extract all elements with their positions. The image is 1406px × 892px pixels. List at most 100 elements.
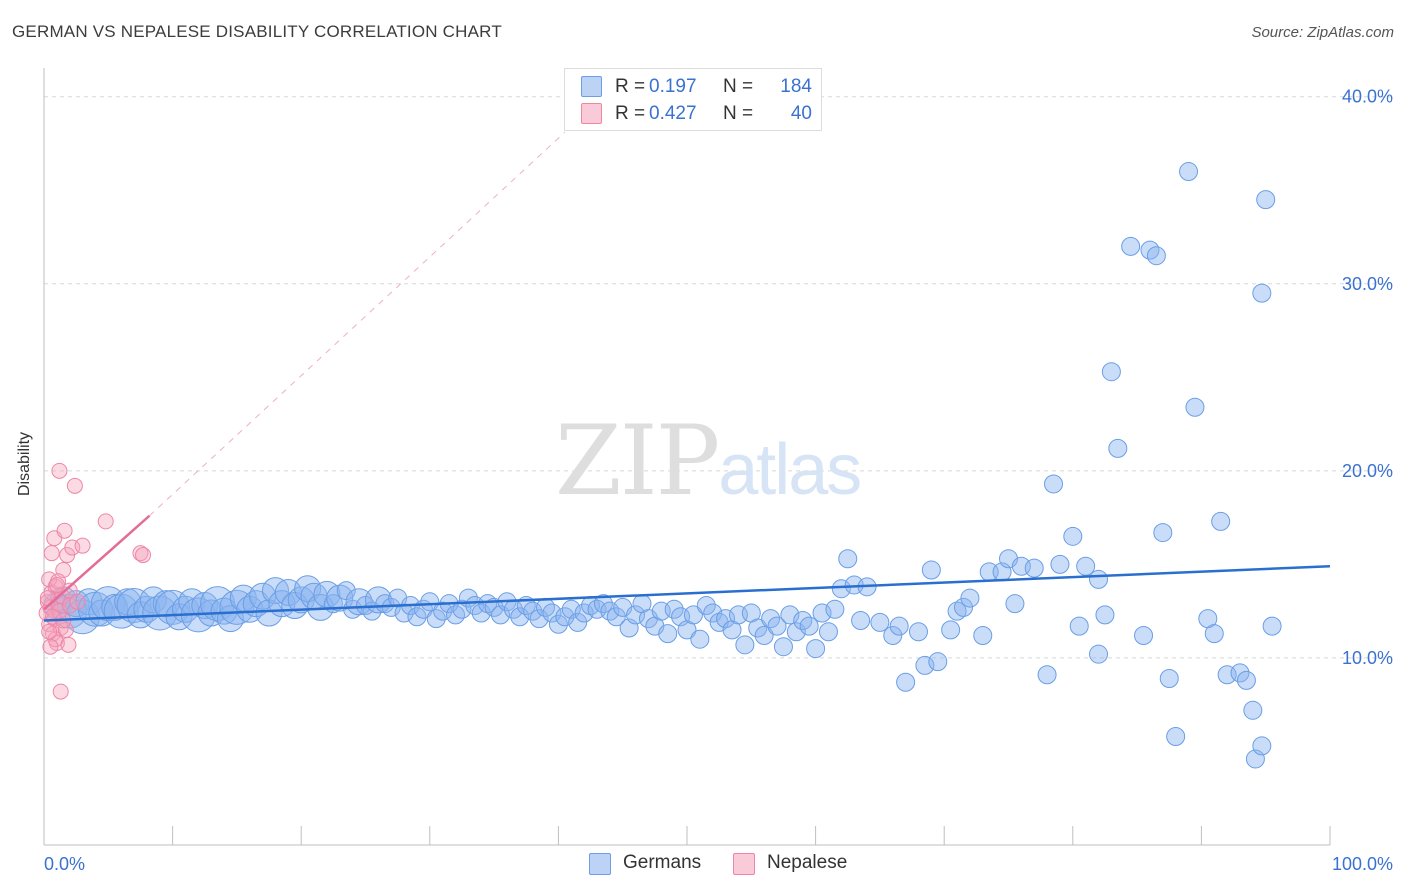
nepalese-point (48, 576, 65, 593)
germans-point (1252, 283, 1272, 303)
germans-point (101, 593, 129, 621)
correlation-legend: R = 0.197 N = 184 R = 0.427 N = 40 (564, 68, 822, 131)
germans-point (548, 614, 568, 634)
germans-point (883, 625, 903, 645)
germans-point (1211, 511, 1231, 531)
germans-point (407, 607, 427, 627)
n-value: 184 (780, 76, 812, 97)
r-value: 0.427 (649, 103, 697, 124)
germans-point (542, 603, 562, 623)
germans-point (574, 603, 594, 623)
germans-point (375, 594, 395, 614)
trend-lines (43, 131, 1331, 622)
germans-point (568, 612, 588, 632)
germans-point (947, 601, 967, 621)
nepalese-point (56, 522, 73, 539)
germans-point (889, 616, 909, 636)
germans-point (1185, 397, 1205, 417)
germans-point (1063, 526, 1083, 546)
germans-point (696, 596, 716, 616)
nepalese-point (135, 547, 152, 564)
germans-point (748, 618, 768, 638)
germans-point (806, 639, 826, 659)
germans-point (1204, 624, 1224, 644)
germans-point (786, 622, 806, 642)
germans-point (426, 609, 446, 629)
germans-point (761, 609, 781, 629)
germans-point (896, 672, 916, 692)
germans-point (606, 607, 626, 627)
germans-point (1089, 644, 1109, 664)
nepalese-point (52, 683, 69, 700)
germans-point (1101, 362, 1121, 382)
germans-point (1076, 556, 1096, 576)
y-tick-label-1: 20.0% (1342, 461, 1393, 481)
germans-point (1236, 670, 1256, 690)
germans-point (1044, 474, 1064, 494)
germans-point (831, 579, 851, 599)
germans-point (1024, 558, 1044, 578)
germans-point (1146, 246, 1166, 266)
y-tick-label-2: 30.0% (1342, 274, 1393, 294)
germans-point (523, 601, 543, 621)
germans-point (433, 601, 453, 621)
nepalese-swatch (581, 103, 602, 124)
germans-point (1230, 663, 1250, 683)
germans-point (1005, 594, 1025, 614)
watermark: ZIPatlas (555, 405, 862, 517)
germans-point (343, 599, 363, 619)
germans-point (1095, 605, 1115, 625)
germans-point (716, 609, 736, 629)
germans-point (593, 594, 613, 614)
germans-point (1108, 438, 1128, 458)
nepalese-point (64, 539, 81, 556)
series-legend: Germans Nepalese (0, 852, 1406, 876)
germans-point (555, 607, 575, 627)
nepalese-point (51, 462, 68, 479)
germans-point (1089, 569, 1109, 589)
germans-point (754, 625, 774, 645)
germans-point (818, 622, 838, 642)
germans-point (664, 599, 684, 619)
germans-point (773, 637, 793, 657)
nepalese-point (97, 513, 114, 530)
legend-label-germans: Germans (623, 852, 702, 873)
n-label: N = (723, 76, 754, 97)
germans-point (825, 599, 845, 619)
nepalese-point (42, 638, 59, 655)
y-axis-label: Disability (16, 431, 33, 496)
germans-point (838, 549, 858, 569)
germans-point (870, 612, 890, 632)
r-label: R = (615, 103, 646, 124)
germans-point (1069, 616, 1089, 636)
germans-point (908, 622, 928, 642)
germans-point (683, 605, 703, 625)
germans-point (420, 592, 440, 612)
germans-point (703, 603, 723, 623)
nepalese-swatch (733, 853, 755, 875)
nepalese-trend-extension (149, 131, 566, 517)
axes (43, 68, 1331, 846)
source-label: Source: ZipAtlas.com (1251, 24, 1394, 41)
germans-trend-line (43, 565, 1331, 622)
germans-point (1153, 523, 1173, 543)
germans-point (1159, 669, 1179, 689)
germans-point (921, 560, 941, 580)
germans-point (767, 616, 787, 636)
x-tick-label-1: 100.0% (1332, 854, 1393, 874)
r-value: 0.197 (649, 76, 697, 97)
x-tick-label-0: 0.0% (44, 854, 85, 874)
y-tick-label-3: 40.0% (1342, 87, 1393, 107)
germans-point (812, 603, 832, 623)
y-tick-label-0: 10.0% (1342, 648, 1393, 668)
germans-point (626, 605, 646, 625)
nepalese-point (39, 590, 56, 607)
nepalese-point (43, 545, 60, 562)
germans-swatch (581, 76, 602, 97)
germans-point (953, 597, 973, 617)
watermark-zip: ZIP (555, 405, 720, 517)
r-label: R = (615, 76, 646, 97)
germans-point (1252, 736, 1272, 756)
germans-point (915, 655, 935, 675)
germans-point (510, 607, 530, 627)
